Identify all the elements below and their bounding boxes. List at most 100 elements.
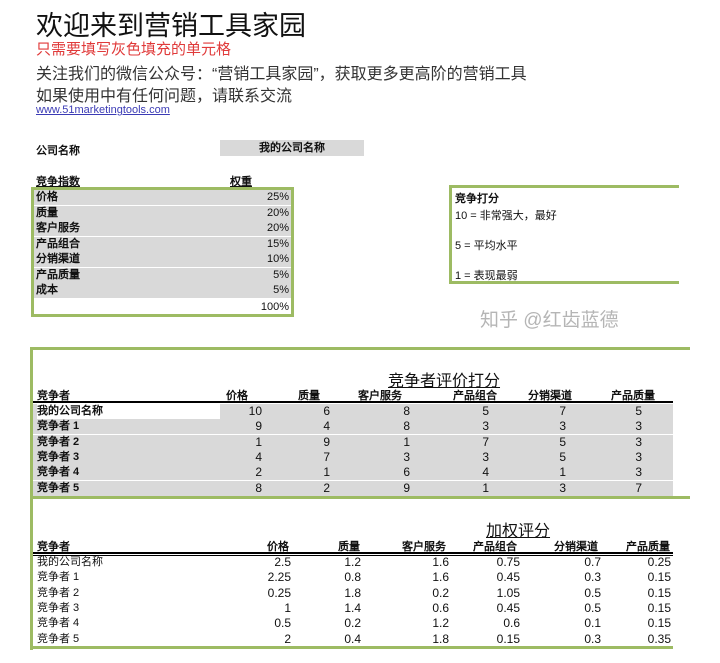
scores-header: 产品组合 [453,390,497,402]
scores-value[interactable]: 4 [323,419,330,434]
scores-value[interactable]: 3 [559,419,566,434]
scores-value[interactable]: 1 [403,434,410,449]
weight-value[interactable]: 5% [273,284,289,296]
weight-row: 产品质量 5% [34,267,291,283]
weights-col-weight: 权重 [230,176,252,188]
scores-value[interactable]: 2 [255,465,262,480]
scores-value[interactable]: 3 [635,434,642,449]
weighted-value: 0.2 [432,585,449,600]
weight-value[interactable]: 20% [266,222,289,234]
weights-table: 价格 25% 质量 20% 客户服务 20% 产品组合 15% 分销渠道 10% 产品质量 5% 成本 5… [31,187,294,317]
weighted-name: 竞争者 5 [37,632,80,645]
scores-name[interactable]: 竞争者 3 [37,450,80,463]
scores-value[interactable]: 4 [482,465,489,480]
scores-value[interactable]: 3 [482,449,489,464]
weighted-value: 0.4 [344,631,361,646]
scores-value[interactable]: 5 [559,449,566,464]
scores-value[interactable]: 3 [635,449,642,464]
scores-value[interactable]: 1 [255,434,262,449]
scores-value[interactable]: 1 [323,465,330,480]
weighted-value: 0.3 [584,631,601,646]
weight-value[interactable]: 25% [266,191,289,203]
weight-row: 价格 25% [34,190,291,205]
weight-value[interactable]: 15% [266,237,289,250]
scores-value[interactable]: 5 [635,404,642,418]
scores-value[interactable]: 9 [255,419,262,434]
weighted-header: 价格 [267,541,289,553]
weighted-value: 0.75 [496,555,520,569]
company-label: 公司名称 [36,145,80,157]
scores-value[interactable]: 1 [482,480,489,495]
weighted-name: 竞争者 1 [37,571,80,584]
weight-name: 质量 [36,206,58,219]
weighted-value: 0.15 [647,585,671,600]
scores-value[interactable]: 6 [323,404,330,418]
scores-value[interactable]: 8 [403,419,410,434]
scores-value[interactable]: 6 [403,465,410,480]
weighted-header: 产品组合 [473,541,517,553]
scores-value[interactable]: 9 [403,480,410,495]
weighted-value: 0.3 [584,570,601,585]
weighted-value: 0.15 [647,616,671,631]
follow-text: 关注我们的微信公众号：“营销工具家园”，获取更多更高阶的营销工具 [36,66,527,83]
scores-value[interactable]: 3 [635,419,642,434]
weight-row: 成本 5% [34,283,291,298]
scores-value[interactable]: 8 [255,480,262,495]
weighted-section-border [30,646,673,649]
scores-value[interactable]: 3 [559,480,566,495]
scores-value[interactable]: 3 [403,449,410,464]
scores-row: 竞争者 4 2 1 6 4 1 3 [33,465,673,481]
weighted-header: 质量 [338,541,360,553]
scores-value[interactable]: 8 [403,404,410,418]
weighted-value: 1.8 [432,631,449,646]
weighted-value: 1 [284,600,291,615]
weights-col-label: 竞争指数 [36,176,80,188]
scores-row: 竞争者 1 9 4 8 3 3 3 [33,419,673,435]
weighted-row: 竞争者 5 2 0.4 1.8 0.15 0.3 0.35 [33,632,673,647]
scores-value[interactable]: 7 [323,449,330,464]
scores-name[interactable]: 竞争者 2 [37,435,80,448]
company-name-input[interactable]: 我的公司名称 [220,140,364,156]
weight-total-row: 100% [34,300,291,315]
weighted-header: 竞争者 [37,541,70,553]
weighted-header: 客户服务 [402,541,446,553]
scores-name[interactable]: 竞争者 1 [37,420,80,433]
scores-header: 客户服务 [358,390,402,402]
legend-line: 5 = 平均水平 [455,240,518,252]
weighted-name: 我的公司名称 [37,556,103,568]
weight-name: 产品质量 [36,268,80,281]
legend-line: 1 = 表现最弱 [455,270,518,282]
weighted-value: 2.5 [274,555,291,569]
weighted-name: 竞争者 4 [37,617,80,630]
scores-name[interactable]: 我的公司名称 [37,404,220,419]
scores-value[interactable]: 7 [482,434,489,449]
weighted-name: 竞争者 2 [37,586,80,599]
weight-value[interactable]: 10% [266,253,289,265]
scores-value[interactable]: 1 [559,465,566,480]
scores-value[interactable]: 7 [559,404,566,418]
weight-row: 客户服务 20% [34,221,291,236]
scores-name[interactable]: 竞争者 5 [37,481,80,494]
scores-value[interactable]: 5 [482,404,489,418]
weight-value[interactable]: 5% [273,268,289,281]
weighted-value: 0.25 [267,585,291,600]
website-link[interactable]: www.51marketingtools.com [36,104,170,116]
weight-row: 分销渠道 10% [34,252,291,267]
scores-value[interactable]: 3 [482,419,489,434]
weight-value[interactable]: 20% [266,206,289,219]
weighted-title: 加权评分 [486,523,551,540]
scores-value[interactable]: 3 [635,465,642,480]
weighted-value: 0.35 [647,631,671,646]
weighted-value: 0.45 [496,600,520,615]
scores-value[interactable]: 10 [248,404,262,418]
scores-value[interactable]: 9 [323,434,330,449]
scores-row: 竞争者 3 4 7 3 3 5 3 [33,449,673,465]
weighted-row: 我的公司名称 2.5 1.2 1.6 0.75 0.7 0.25 [33,555,673,570]
scores-name[interactable]: 竞争者 4 [37,466,80,479]
scores-value[interactable]: 2 [323,480,330,495]
scores-value[interactable]: 4 [255,449,262,464]
scores-value[interactable]: 7 [635,480,642,495]
weighted-value: 2 [284,631,291,646]
weighted-name: 竞争者 3 [37,601,80,614]
scores-value[interactable]: 5 [559,434,566,449]
